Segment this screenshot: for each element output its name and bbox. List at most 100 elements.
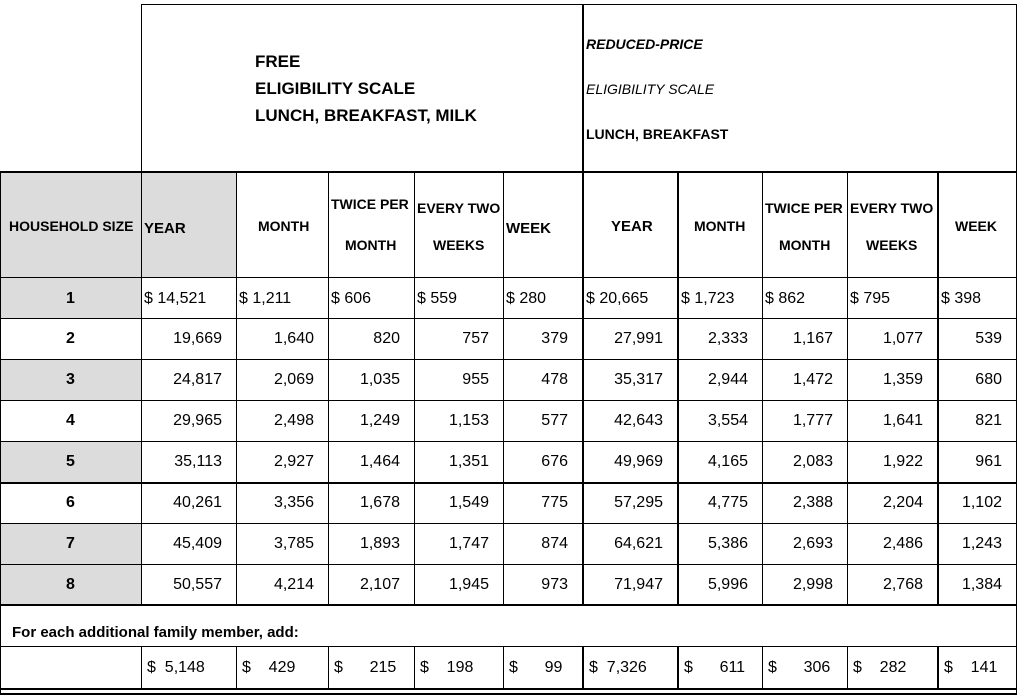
free-value-cell: $ 1,211 xyxy=(239,290,292,307)
free-value-cell: 40,261 xyxy=(173,494,222,511)
free-value-cell: 874 xyxy=(541,535,568,552)
free-value-cell: 3,785 xyxy=(273,535,314,552)
reduced-col-year: YEAR xyxy=(611,218,653,235)
household-size-cell: 8 xyxy=(66,576,75,593)
free-value-cell: 50,557 xyxy=(173,576,222,593)
reduced-value-cell: 5,996 xyxy=(707,576,748,593)
reduced-value-cell: $ 795 xyxy=(850,290,891,307)
reduced-value-cell: 2,083 xyxy=(792,453,833,470)
free-value-cell: 775 xyxy=(541,494,568,511)
reduced-value-cell: 2,944 xyxy=(707,371,748,388)
reduced-value-cell: 71,947 xyxy=(614,576,663,593)
free-value-cell: 973 xyxy=(541,576,568,593)
free-value-cell: 2,069 xyxy=(273,371,314,388)
additional-free-cell: $ 429 xyxy=(242,659,296,676)
reduced-col-every-b: WEEKS xyxy=(866,237,918,253)
free-value-cell: 1,464 xyxy=(359,453,400,470)
additional-free-cell: $ 99 xyxy=(509,659,563,676)
reduced-value-cell: 2,998 xyxy=(792,576,833,593)
free-value-cell: 1,249 xyxy=(359,412,400,429)
free-col-twice-a: TWICE PER xyxy=(331,196,409,212)
free-value-cell: 955 xyxy=(462,371,489,388)
additional-reduced-cell: $ 611 xyxy=(684,659,746,676)
free-header-line2: ELIGIBILITY SCALE xyxy=(255,79,416,98)
additional-reduced-cell: $ 282 xyxy=(853,659,907,676)
reduced-value-cell: 4,775 xyxy=(707,494,748,511)
reduced-col-every-a: EVERY TWO xyxy=(850,200,934,216)
free-value-cell: 29,965 xyxy=(173,412,222,429)
free-col-week: WEEK xyxy=(506,220,551,237)
reduced-value-cell: 1,777 xyxy=(792,412,833,429)
free-value-cell: 1,640 xyxy=(273,330,314,347)
free-value-cell: 2,498 xyxy=(273,412,314,429)
reduced-col-week: WEEK xyxy=(955,218,997,234)
free-header-line3: LUNCH, BREAKFAST, MILK xyxy=(255,106,477,125)
household-size-cell: 6 xyxy=(66,494,75,511)
free-value-cell: 3,356 xyxy=(273,494,314,511)
reduced-value-cell: 1,359 xyxy=(882,371,923,388)
reduced-value-cell: 821 xyxy=(975,412,1002,429)
reduced-value-cell: 961 xyxy=(975,453,1002,470)
free-value-cell: 577 xyxy=(541,412,568,429)
reduced-value-cell: 680 xyxy=(975,371,1002,388)
reduced-col-twice-b: MONTH xyxy=(779,237,831,253)
free-col-every-b: WEEKS xyxy=(433,237,485,253)
reduced-value-cell: 3,554 xyxy=(707,412,748,429)
free-value-cell: 19,669 xyxy=(173,330,222,347)
reduced-value-cell: 27,991 xyxy=(614,330,663,347)
additional-free-cell: $ 215 xyxy=(334,659,397,676)
reduced-value-cell: 5,386 xyxy=(707,535,748,552)
free-value-cell: 379 xyxy=(541,330,568,347)
free-value-cell: 478 xyxy=(541,371,568,388)
free-value-cell: 1,153 xyxy=(448,412,489,429)
reduced-value-cell: $ 1,723 xyxy=(681,290,735,307)
household-size-cell: 4 xyxy=(66,412,75,429)
reduced-col-month: MONTH xyxy=(694,218,746,234)
free-value-cell: 2,107 xyxy=(359,576,400,593)
free-value-cell: 1,549 xyxy=(448,494,489,511)
additional-reduced-cell: $ 141 xyxy=(944,659,998,676)
reduced-value-cell: 1,077 xyxy=(882,330,923,347)
free-value-cell: $ 559 xyxy=(417,290,458,307)
household-size-cell: 7 xyxy=(66,535,75,552)
reduced-value-cell: 64,621 xyxy=(614,535,663,552)
free-col-twice-b: MONTH xyxy=(345,237,397,253)
free-value-cell: 757 xyxy=(462,330,489,347)
col-household-size: HOUSEHOLD SIZE xyxy=(9,218,134,234)
reduced-header-line2: ELIGIBILITY SCALE xyxy=(586,81,715,97)
reduced-value-cell: 2,204 xyxy=(882,494,923,511)
household-size-cell: 5 xyxy=(66,453,75,470)
reduced-header-line1: REDUCED-PRICE xyxy=(586,36,703,52)
free-value-cell: 820 xyxy=(373,330,400,347)
free-value-cell: 1,678 xyxy=(359,494,400,511)
free-value-cell: $ 606 xyxy=(331,290,372,307)
reduced-value-cell: 1,472 xyxy=(792,371,833,388)
reduced-header-line3: LUNCH, BREAKFAST xyxy=(586,126,729,142)
free-value-cell: 4,214 xyxy=(273,576,314,593)
reduced-value-cell: 1,102 xyxy=(961,494,1002,511)
free-col-every-a: EVERY TWO xyxy=(417,200,501,216)
free-value-cell: 1,351 xyxy=(448,453,489,470)
household-size-cell: 2 xyxy=(66,330,75,347)
reduced-value-cell: 42,643 xyxy=(614,412,663,429)
free-value-cell: 1,035 xyxy=(359,371,400,388)
reduced-value-cell: 539 xyxy=(975,330,1002,347)
free-header-line1: FREE xyxy=(255,52,301,71)
reduced-value-cell: 49,969 xyxy=(614,453,663,470)
reduced-value-cell: $ 398 xyxy=(941,290,982,307)
reduced-col-twice-a: TWICE PER xyxy=(765,200,843,216)
additional-member-label: For each additional family member, add: xyxy=(12,624,299,641)
additional-reduced-cell: $ 7,326 xyxy=(589,659,647,676)
free-value-cell: $ 14,521 xyxy=(144,290,207,307)
reduced-value-cell: 2,693 xyxy=(792,535,833,552)
reduced-value-cell: 4,165 xyxy=(707,453,748,470)
reduced-value-cell: $ 20,665 xyxy=(586,290,649,307)
reduced-value-cell: 57,295 xyxy=(614,494,663,511)
reduced-value-cell: 1,641 xyxy=(882,412,923,429)
reduced-value-cell: 1,922 xyxy=(882,453,923,470)
reduced-value-cell: 2,768 xyxy=(882,576,923,593)
additional-free-cell: $ 198 xyxy=(420,659,474,676)
reduced-value-cell: 2,333 xyxy=(707,330,748,347)
reduced-value-cell: 35,317 xyxy=(614,371,663,388)
free-value-cell: 1,893 xyxy=(359,535,400,552)
